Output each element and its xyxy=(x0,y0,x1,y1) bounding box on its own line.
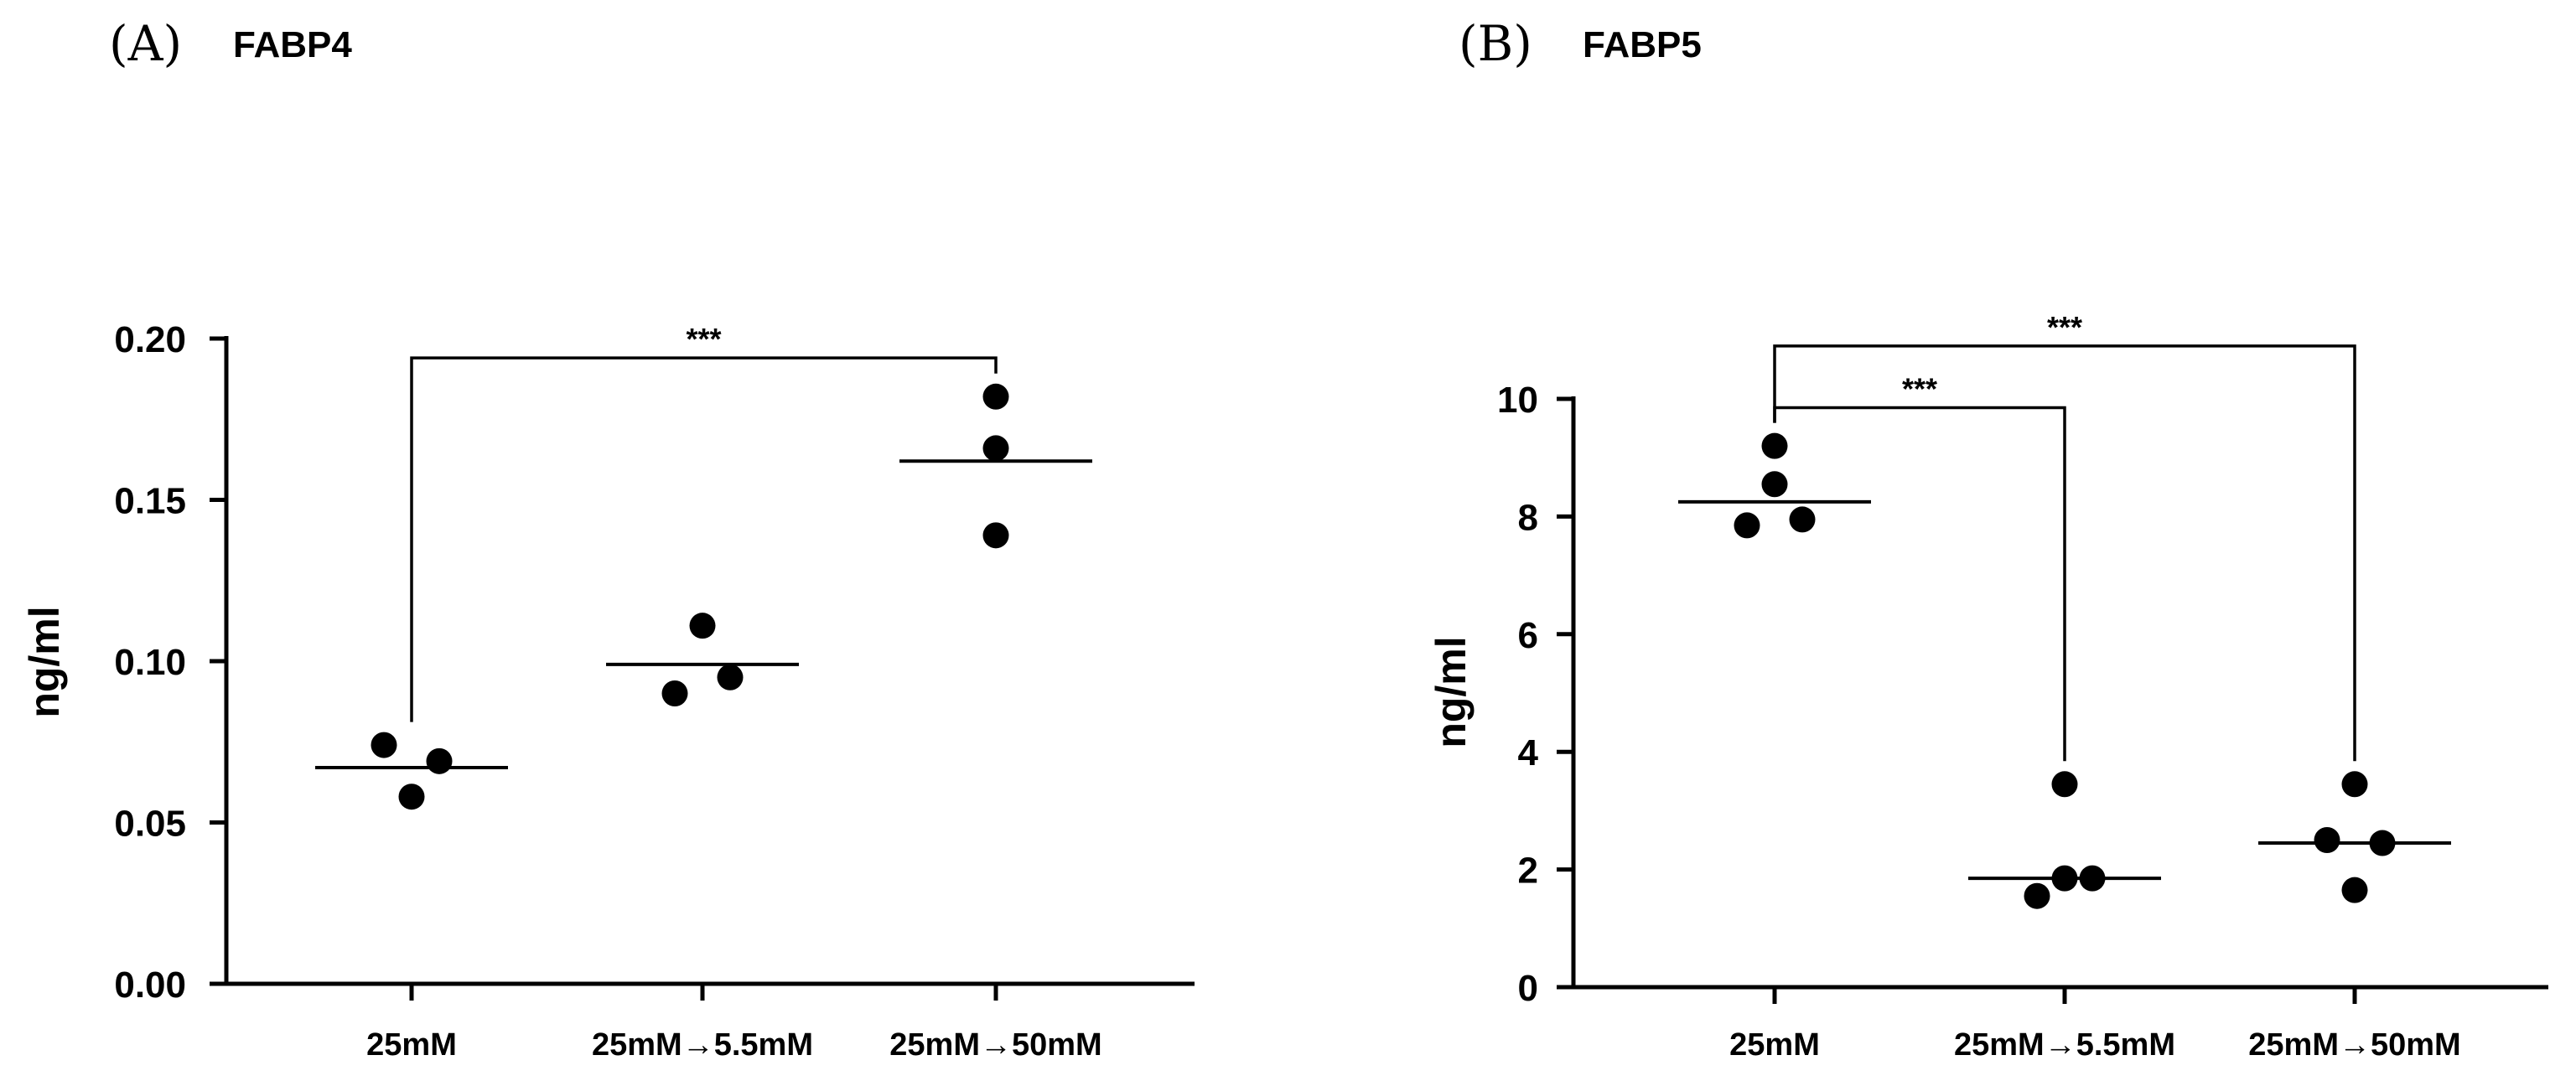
significance-label: *** xyxy=(686,322,721,356)
y-axis-label: ng/ml xyxy=(21,606,68,717)
x-tick-label: 25mM xyxy=(1729,1027,1820,1063)
x-tick-label: 25mM→50mM xyxy=(2248,1027,2460,1063)
data-point xyxy=(1761,471,1788,498)
data-point xyxy=(1789,506,1816,533)
data-point xyxy=(2314,827,2340,853)
y-tick-label: 8 xyxy=(1518,497,1538,538)
x-tick-label: 25mM→5.5mM xyxy=(592,1027,813,1063)
panel-label: (B) xyxy=(1459,15,1532,72)
x-tick-label: 25mM xyxy=(366,1027,457,1063)
data-point xyxy=(2051,771,2078,798)
data-point xyxy=(982,522,1009,549)
significance-bracket xyxy=(1773,344,2356,762)
data-point xyxy=(2369,830,2396,856)
data-point xyxy=(426,747,453,774)
data-point xyxy=(2051,865,2078,892)
y-tick-label: 0 xyxy=(1518,968,1538,1009)
y-tick-label: 2 xyxy=(1518,851,1538,892)
significance-bracket xyxy=(410,356,998,722)
x-tick-label: 25mM→50mM xyxy=(889,1027,1101,1063)
x-tick-label: 25mM→5.5mM xyxy=(1954,1027,2175,1063)
y-tick-label: 4 xyxy=(1518,732,1539,773)
panel-label: (A) xyxy=(109,15,182,72)
data-point xyxy=(2079,865,2106,892)
chart-panel-b: (B) FABP5 0 2 4 6 8 10 25mM 25mM→5.5mM 25mM→50mM ng… xyxy=(1428,15,2548,1063)
data-point xyxy=(661,680,688,706)
data-point xyxy=(2024,882,2050,909)
significance-label: *** xyxy=(1902,372,1937,406)
y-tick-label: 0.00 xyxy=(114,965,186,1006)
data-point xyxy=(982,383,1009,410)
data-point xyxy=(982,435,1009,462)
chart-title: FABP4 xyxy=(233,24,352,65)
significance-bracket xyxy=(1773,406,2066,762)
y-tick-label: 0.10 xyxy=(114,642,186,683)
y-axis-label: ng/ml xyxy=(1428,636,1475,747)
data-point xyxy=(2341,877,2368,903)
data-point xyxy=(1734,512,1760,539)
data-point xyxy=(689,613,716,639)
y-tick-label: 0.15 xyxy=(114,481,186,522)
chart-title: FABP5 xyxy=(1583,24,1702,65)
y-tick-label: 10 xyxy=(1497,380,1538,421)
data-point xyxy=(717,664,744,690)
y-tick-label: 6 xyxy=(1518,615,1538,656)
chart-panel-a: (A) FABP4 0.00 0.05 0.10 0.15 0.20 25mM 25mM→5.5… xyxy=(21,15,1195,1063)
data-point xyxy=(2341,771,2368,798)
significance-label: *** xyxy=(2047,310,2082,344)
data-point xyxy=(398,784,425,810)
y-tick-label: 0.20 xyxy=(114,319,186,360)
data-point xyxy=(371,732,397,758)
y-tick-label: 0.05 xyxy=(114,804,186,845)
data-point xyxy=(1761,432,1788,459)
